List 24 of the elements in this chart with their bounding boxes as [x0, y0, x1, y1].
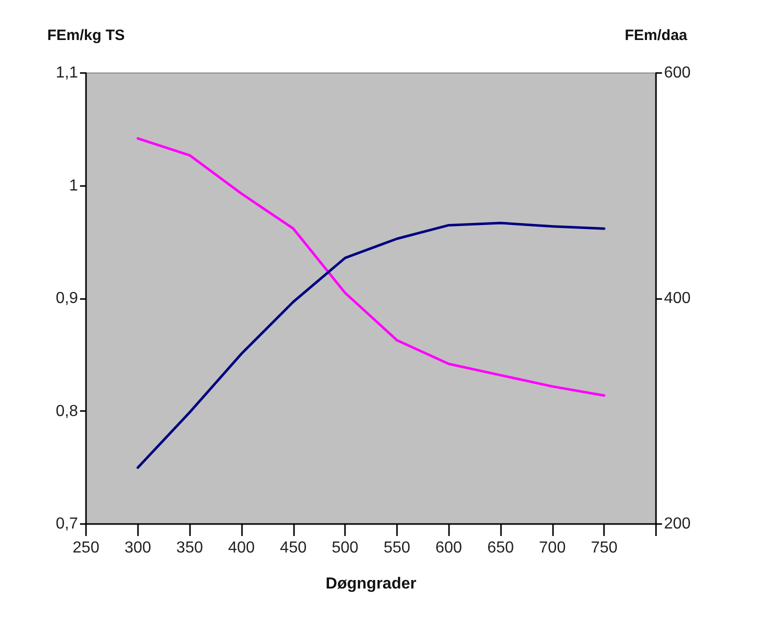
- x-tick-label: 700: [539, 540, 566, 556]
- x-tick-label: 550: [384, 540, 410, 556]
- x-axis-title: Døgngrader: [326, 576, 416, 592]
- x-tick-label: 650: [487, 540, 514, 556]
- x-tick-label: 350: [176, 540, 204, 556]
- y2-tick-label: 400: [664, 290, 691, 307]
- y-tick-label: 0,8: [56, 402, 78, 420]
- y2-tick-label: 200: [664, 516, 691, 532]
- y2-axis-title: FEm/daa: [624, 27, 688, 44]
- line-series: [136, 222, 606, 469]
- y-axis-title: FEm/kg TS: [47, 27, 125, 44]
- x-tick-label: 600: [435, 540, 462, 556]
- x-tick-label: 250: [72, 540, 100, 556]
- x-tick-label: 750: [590, 540, 618, 556]
- x-tick-label: 450: [280, 540, 307, 556]
- x-tick-label: 300: [124, 540, 152, 556]
- y2-tick-label: 600: [664, 64, 691, 82]
- x-tick-label: 500: [332, 540, 359, 556]
- y-tick-label: 1: [69, 177, 78, 194]
- x-tick-label: 400: [228, 540, 255, 556]
- line-series: [136, 137, 606, 397]
- y-tick-label: 0,9: [56, 290, 78, 307]
- y-tick-label: 0,7: [56, 516, 78, 532]
- y-tick-label: 1,1: [56, 64, 78, 82]
